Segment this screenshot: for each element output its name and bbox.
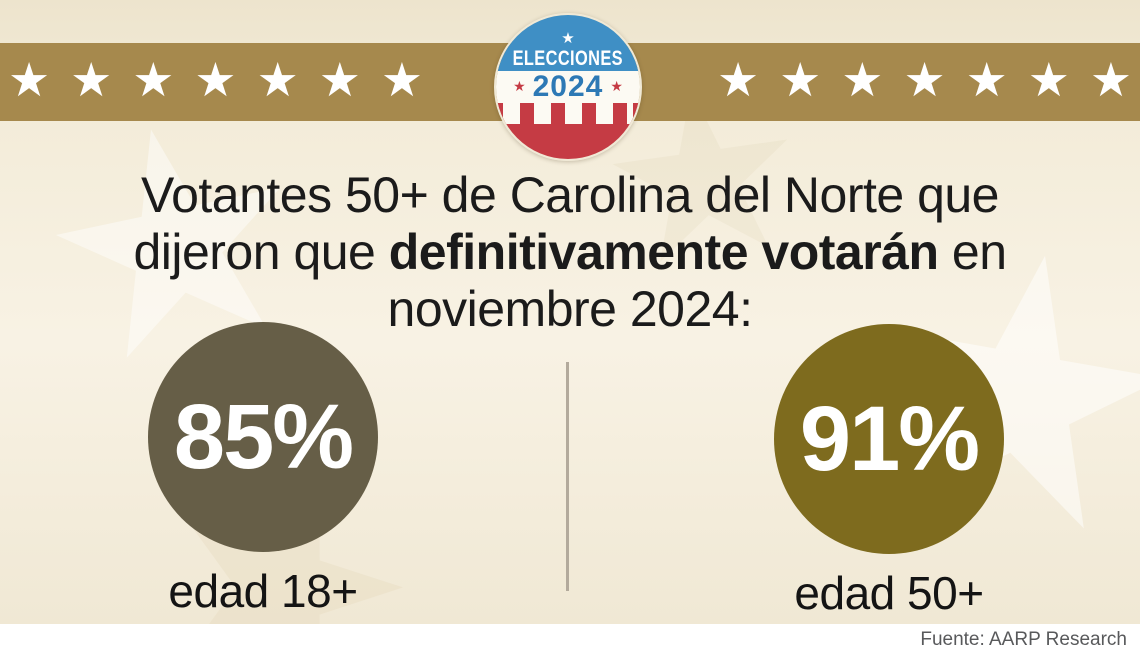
banner-stars-left: ★ ★ ★ ★ ★ ★ ★: [8, 52, 423, 106]
headline-line1: Votantes 50+ de Carolina del Norte que: [140, 167, 1000, 223]
stat-age-18-plus: 85% edad 18+: [148, 322, 378, 618]
banner-star-icon: ★: [965, 52, 1008, 106]
elecciones-2024-badge: ★ ELECCIONES ★ 2024 ★: [494, 13, 642, 161]
banner-star-icon: ★: [841, 52, 884, 106]
stat-value-18plus: 85%: [173, 386, 354, 488]
stat-label-50plus: edad 50+: [794, 567, 984, 619]
headline-line2-regular-end: en: [938, 224, 1007, 280]
badge-title: ELECCIONES: [512, 47, 624, 70]
badge-year: 2024: [532, 70, 604, 103]
headline-line3: noviembre 2024:: [387, 281, 753, 337]
banner-star-icon: ★: [380, 52, 423, 106]
badge-fence-pattern: [503, 103, 633, 124]
banner-star-icon: ★: [717, 52, 760, 106]
banner-star-icon: ★: [70, 52, 113, 106]
banner-star-icon: ★: [1089, 52, 1132, 106]
badge-year-band: ★ 2024 ★: [496, 71, 640, 103]
vertical-divider: [566, 362, 569, 591]
headline-line2: dijeron que definitivamente votarán en: [0, 224, 1140, 281]
stat-label-18plus: edad 18+: [168, 565, 358, 617]
banner-star-icon: ★: [779, 52, 822, 106]
badge-red-star-icon: ★: [513, 78, 526, 94]
banner-star-icon: ★: [318, 52, 361, 106]
badge-top-star-icon: ★: [561, 30, 575, 47]
banner-star-icon: ★: [132, 52, 175, 106]
stat-circle-18plus: 85%: [148, 322, 378, 552]
headline: Votantes 50+ de Carolina del Norte que d…: [0, 167, 1140, 338]
banner-star-icon: ★: [256, 52, 299, 106]
badge-blue-section: ★ ELECCIONES: [496, 15, 640, 71]
banner-star-icon: ★: [8, 52, 51, 106]
banner-star-icon: ★: [903, 52, 946, 106]
source-attribution: Fuente: AARP Research: [920, 628, 1127, 650]
badge-red-section: [496, 103, 640, 159]
stat-value-50plus: 91%: [799, 388, 980, 490]
stat-age-50-plus: 91% edad 50+: [774, 324, 1004, 620]
banner-star-icon: ★: [194, 52, 237, 106]
headline-line2-bold: definitivamente votarán: [388, 224, 939, 280]
banner-stars-right: ★ ★ ★ ★ ★ ★ ★: [717, 52, 1132, 106]
badge-red-star-icon: ★: [610, 78, 623, 94]
banner-star-icon: ★: [1027, 52, 1070, 106]
stat-circle-50plus: 91%: [774, 324, 1004, 554]
source-strip: Fuente: AARP Research: [0, 624, 1140, 655]
headline-line2-regular: dijeron que: [133, 224, 389, 280]
